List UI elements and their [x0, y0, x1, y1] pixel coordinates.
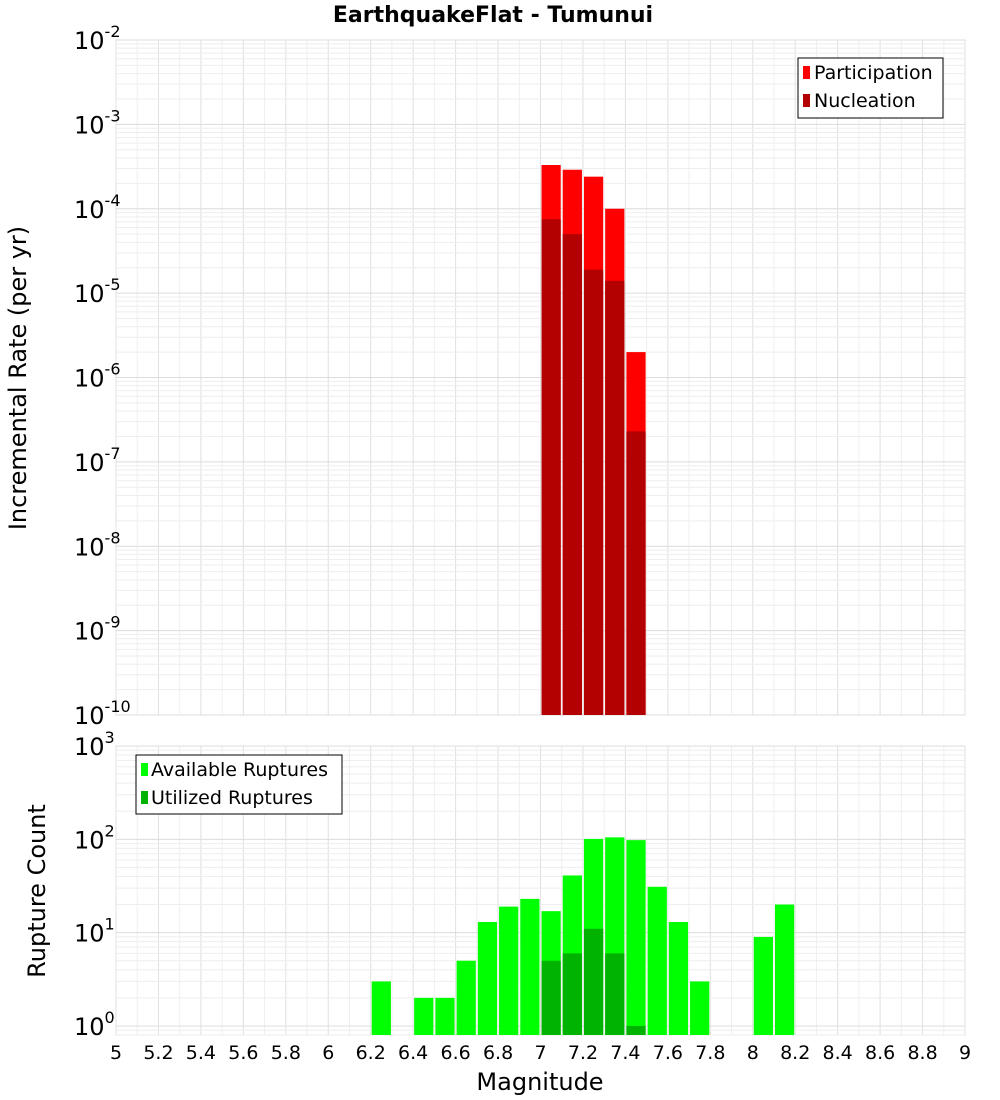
bottom-bar-available-ruptures — [753, 936, 773, 1035]
x-tick-label: 6.2 — [356, 1042, 386, 1064]
legend-swatch-participation — [803, 66, 810, 79]
bottom-panel: 100 101 102 103 5 5.2 5.4 5.6 5.8 6 6.2 6.4 6.6 6.8 7… — [23, 728, 971, 1096]
top-bar-nucleation — [541, 219, 561, 716]
top-y-tick-label: 10-5 — [74, 275, 121, 308]
legend-label-nucleation: Nucleation — [814, 90, 916, 112]
top-y-tick-label: 10-10 — [74, 697, 131, 730]
bottom-bar-available-ruptures — [435, 997, 455, 1035]
bottom-bar-available-ruptures — [626, 840, 646, 1035]
x-tick-label: 8 — [747, 1042, 759, 1064]
x-tick-label: 7.8 — [695, 1042, 725, 1064]
bottom-bar-utilized-ruptures — [583, 928, 604, 1035]
top-y-tick-label: 10-7 — [74, 444, 121, 477]
bottom-bar-available-ruptures — [477, 922, 498, 1035]
top-bar-nucleation — [562, 234, 582, 715]
bottom-bar-available-ruptures — [690, 981, 710, 1035]
bottom-bar-utilized-ruptures — [541, 960, 561, 1035]
bottom-bar-available-ruptures — [668, 922, 689, 1035]
x-tick-label: 8.2 — [780, 1042, 810, 1064]
x-tick-label: 7.2 — [568, 1042, 598, 1064]
bottom-bar-available-ruptures — [774, 904, 795, 1035]
bottom-bar-available-ruptures — [371, 981, 391, 1035]
bottom-bar-utilized-ruptures — [605, 953, 625, 1035]
bottom-bar-utilized-ruptures — [626, 1025, 646, 1035]
x-tick-label: 9 — [959, 1042, 971, 1064]
top-bars — [541, 165, 646, 716]
bottom-bar-available-ruptures — [414, 997, 434, 1035]
top-legend-box — [797, 57, 944, 119]
top-y-tick-label: 10-8 — [74, 528, 121, 561]
bottom-y-tick-label: 103 — [74, 728, 115, 761]
top-y-tick-label: 10-9 — [74, 613, 121, 646]
bottom-legend-box — [135, 754, 343, 815]
bottom-bar-available-ruptures — [456, 960, 476, 1035]
x-tick-label: 5.2 — [143, 1042, 173, 1064]
x-tick-label: 6.6 — [440, 1042, 470, 1064]
x-tick-label: 5.4 — [186, 1042, 216, 1064]
x-tick-label: 7.4 — [610, 1042, 640, 1064]
top-y-tick-label: 10-2 — [74, 22, 121, 55]
top-bar-nucleation — [583, 269, 604, 715]
x-tick-label: 5.8 — [271, 1042, 301, 1064]
top-bar-nucleation — [605, 280, 625, 715]
bottom-bar-available-ruptures — [499, 906, 519, 1035]
bottom-y-tick-label: 101 — [74, 915, 115, 948]
top-gridlines — [115, 39, 966, 716]
legend-label-participation: Participation — [814, 62, 933, 84]
top-legend: Participation Nucleation — [797, 57, 944, 119]
x-tick-label: 8.8 — [907, 1042, 937, 1064]
x-tick-label: 8.6 — [865, 1042, 895, 1064]
legend-swatch-available — [141, 763, 148, 776]
top-y-tick-labels: 10-10 10-9 10-8 10-7 10-6 10-5 10-4 10-3 10-2 — [74, 22, 131, 730]
x-tick-label: 8.4 — [823, 1042, 853, 1064]
x-tick-label: 5.6 — [228, 1042, 258, 1064]
legend-label-available: Available Ruptures — [151, 759, 328, 781]
x-axis-label: Magnitude — [476, 1068, 603, 1096]
top-y-tick-label: 10-4 — [74, 191, 121, 224]
bottom-y-axis-label: Rupture Count — [23, 804, 51, 978]
chart-title: EarthquakeFlat - Tumunui — [333, 3, 653, 28]
legend-swatch-utilized — [141, 791, 148, 804]
top-y-tick-label: 10-6 — [74, 360, 121, 393]
legend-label-utilized: Utilized Ruptures — [151, 787, 313, 809]
top-bar-nucleation — [626, 431, 646, 715]
x-tick-label: 7 — [534, 1042, 546, 1064]
x-tick-label: 6 — [322, 1042, 334, 1064]
bottom-y-tick-labels: 100 101 102 103 — [74, 728, 115, 1041]
bottom-bar-available-ruptures — [520, 898, 540, 1035]
bottom-y-tick-label: 100 — [74, 1008, 115, 1041]
x-tick-label: 5 — [110, 1042, 122, 1064]
bottom-bar-utilized-ruptures — [562, 953, 582, 1035]
top-panel: 10-10 10-9 10-8 10-7 10-6 10-5 10-4 10-3 10-2 In… — [4, 22, 966, 730]
x-tick-label: 6.8 — [483, 1042, 513, 1064]
x-tick-label: 7.6 — [653, 1042, 683, 1064]
top-y-axis-label: Incremental Rate (per yr) — [4, 226, 32, 530]
top-y-tick-label: 10-3 — [74, 106, 121, 139]
bottom-bar-available-ruptures — [647, 886, 667, 1035]
x-tick-label: 6.4 — [398, 1042, 428, 1064]
bottom-y-tick-label: 102 — [74, 821, 115, 854]
x-tick-labels: 5 5.2 5.4 5.6 5.8 6 6.2 6.4 6.6 6.8 7 7.2 7.4 7.6 7.8 8… — [110, 1042, 971, 1064]
legend-swatch-nucleation — [803, 94, 810, 107]
bottom-bars — [371, 837, 795, 1035]
bottom-legend: Available Ruptures Utilized Ruptures — [135, 754, 343, 815]
